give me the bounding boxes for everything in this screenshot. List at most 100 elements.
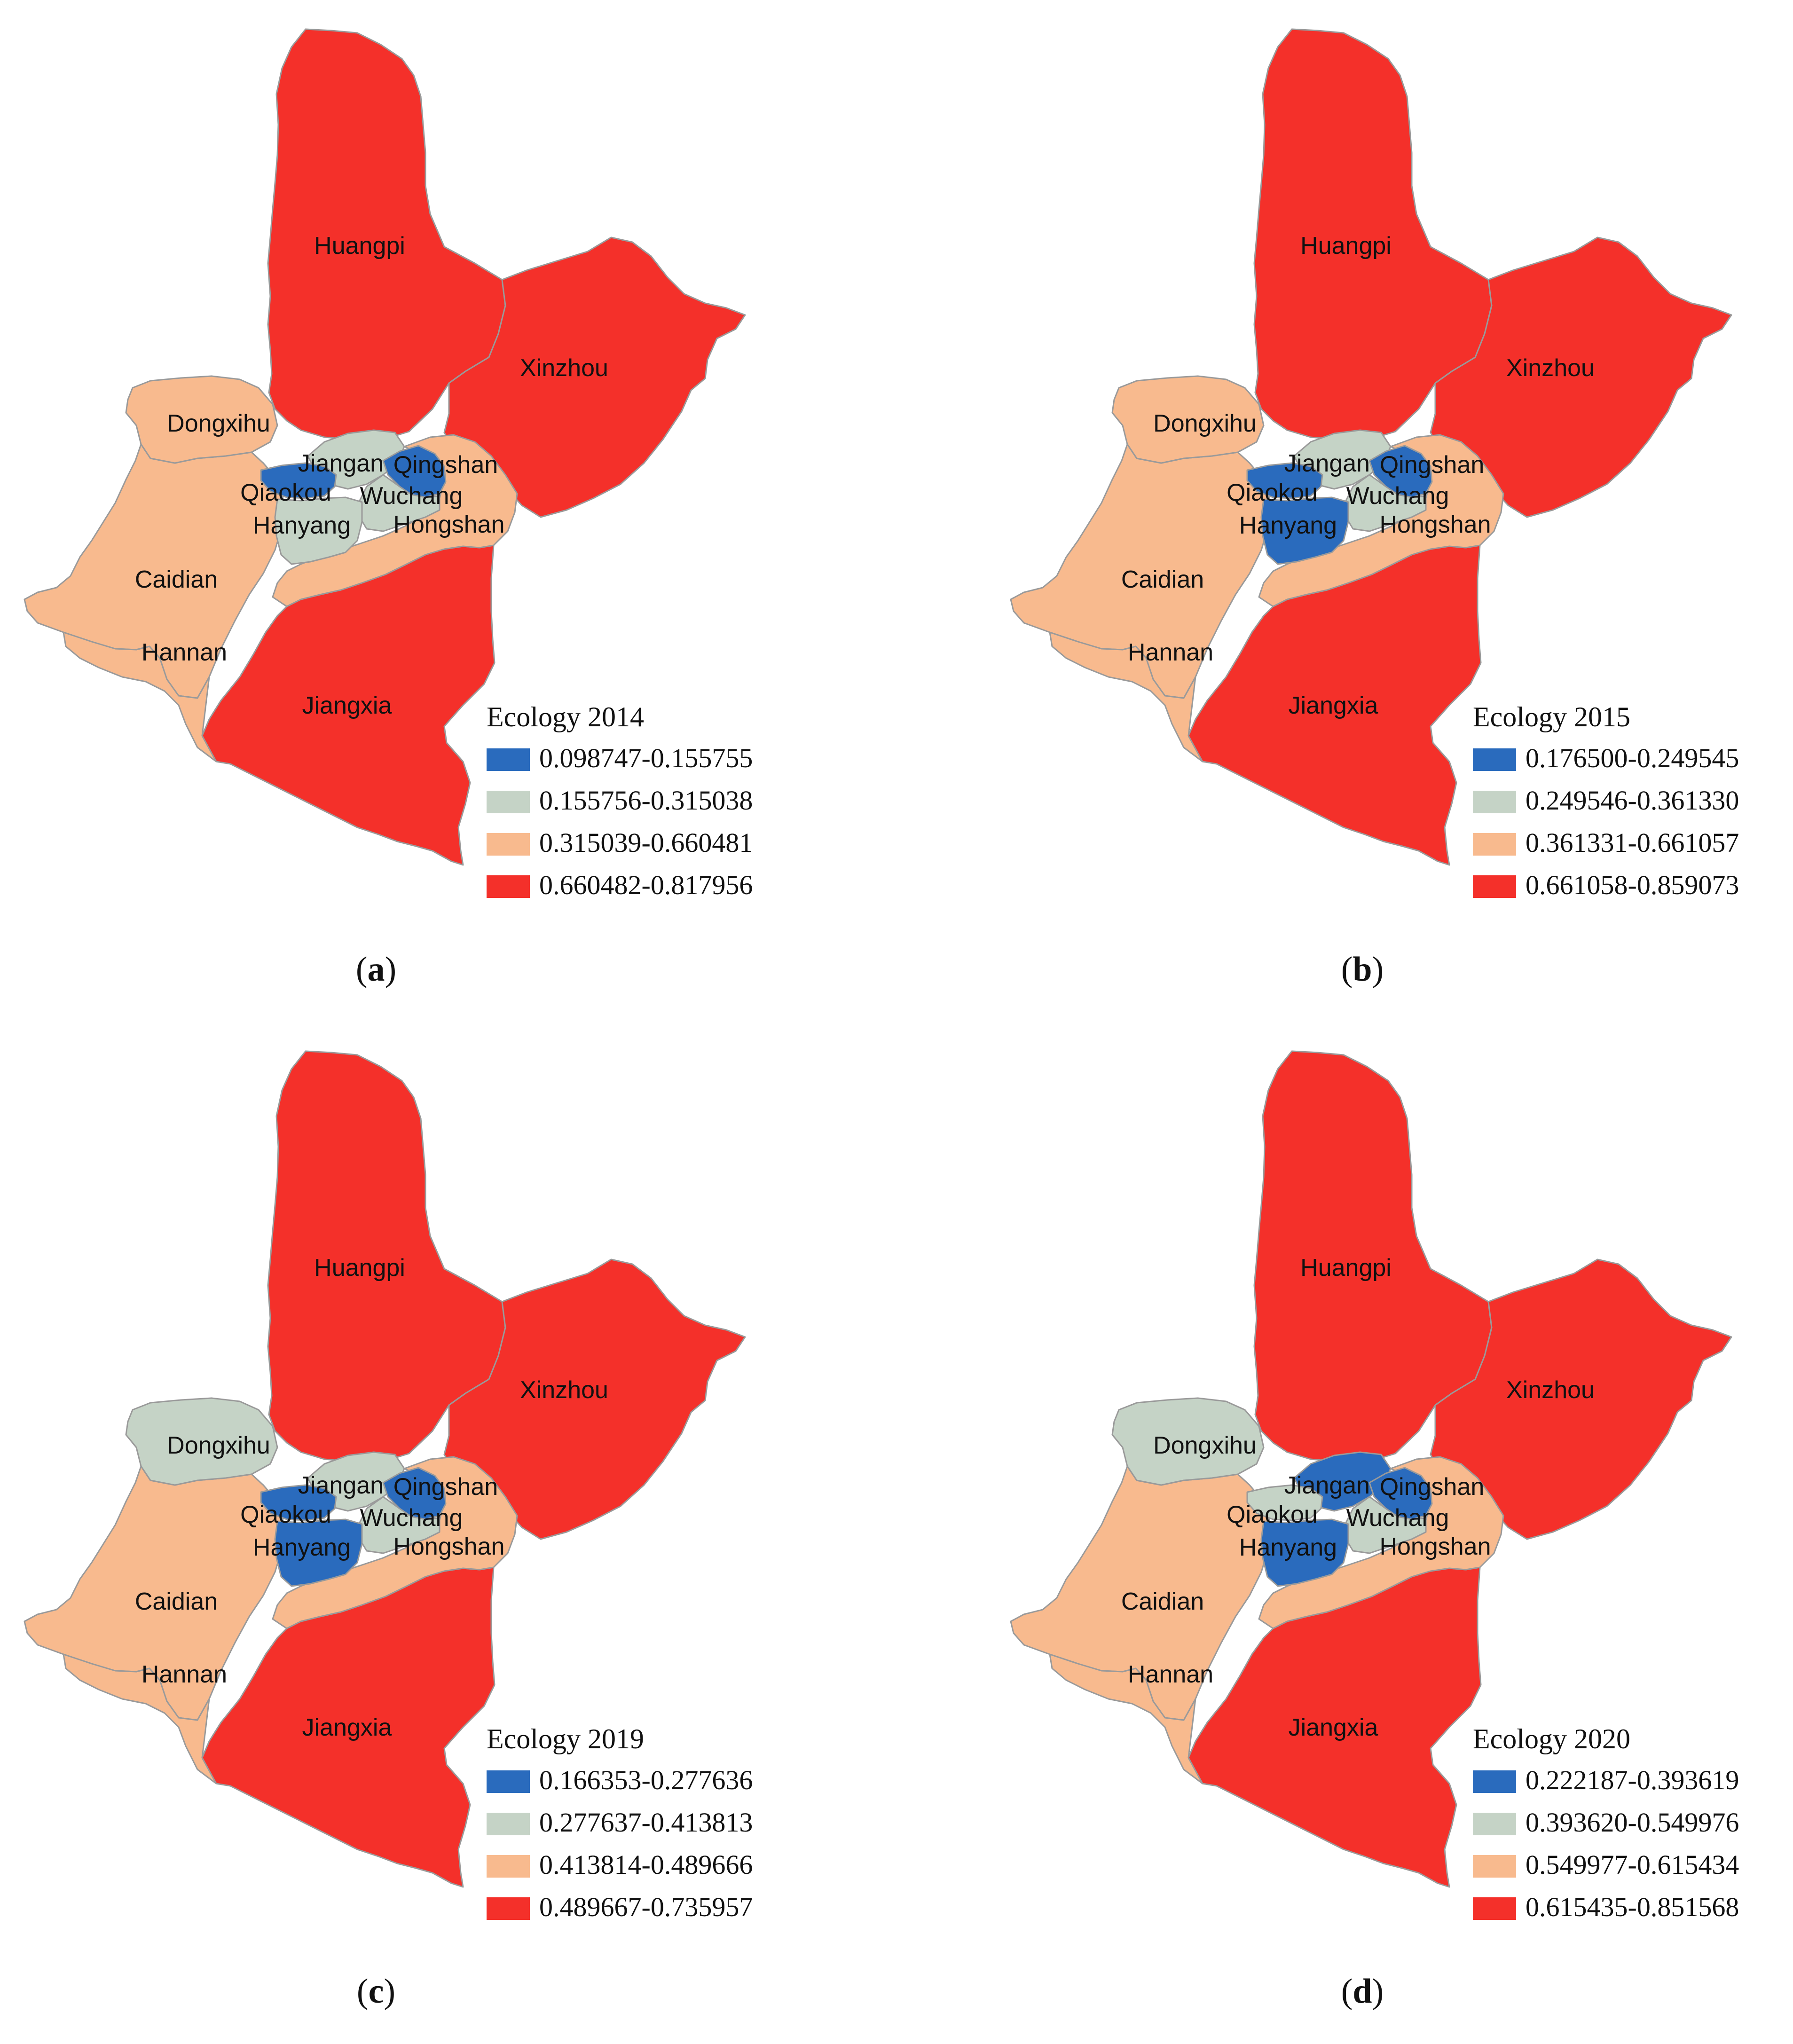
- legend-swatch-class-1: [1473, 1770, 1516, 1793]
- panel-caption: (c): [356, 1972, 396, 2011]
- legend-label-class-1: 0.098747-0.155755: [539, 743, 753, 773]
- district-label-xinzhou: Xinzhou: [520, 1376, 608, 1404]
- legend-title: Ecology 2014: [487, 701, 644, 732]
- legend-label-class-3: 0.549977-0.615434: [1526, 1849, 1739, 1880]
- district-label-jiangxia: Jiangxia: [302, 1714, 392, 1741]
- district-hanyang: [274, 1518, 363, 1587]
- district-label-dongxihu: Dongxihu: [1153, 1432, 1257, 1459]
- district-label-qingshan: Qingshan: [393, 1473, 498, 1501]
- legend-swatch-class-4: [1473, 1897, 1516, 1920]
- district-label-hannan: Hannan: [142, 1661, 227, 1688]
- legend-label-class-1: 0.176500-0.249545: [1526, 743, 1739, 773]
- legend-label-class-3: 0.315039-0.660481: [539, 827, 753, 858]
- district-label-qingshan: Qingshan: [1380, 451, 1485, 479]
- legend: Ecology 2014 0.098747-0.155755 0.155756-0.…: [487, 701, 753, 900]
- district-hongshan: [1258, 1456, 1504, 1629]
- district-hongshan: [272, 1456, 518, 1629]
- district-label-huangpi: Huangpi: [314, 232, 405, 259]
- legend-swatch-class-3: [487, 1855, 530, 1878]
- district-label-xinzhou: Xinzhou: [520, 354, 608, 382]
- district-label-huangpi: Huangpi: [1300, 1254, 1392, 1281]
- district-dongxihu: [1111, 375, 1265, 464]
- district-label-hanyang: Hanyang: [1239, 512, 1337, 539]
- district-label-jiangan: Jiangan: [298, 1472, 384, 1499]
- district-hanyang: [274, 496, 363, 565]
- legend-swatch-class-4: [1473, 875, 1516, 898]
- legend-label-class-2: 0.393620-0.549976: [1526, 1807, 1739, 1838]
- legend-label-class-2: 0.249546-0.361330: [1526, 785, 1739, 816]
- district-xinzhou: [1430, 236, 1732, 518]
- district-label-qingshan: Qingshan: [393, 451, 498, 479]
- legend-label-class-3: 0.413814-0.489666: [539, 1849, 753, 1880]
- district-label-hongshan: Hongshan: [393, 1533, 504, 1560]
- legend-label-class-2: 0.277637-0.413813: [539, 1807, 753, 1838]
- legend-title: Ecology 2019: [487, 1723, 644, 1754]
- district-label-caidian: Caidian: [135, 1588, 218, 1615]
- district-map: Huangpi Xinzhou Dongxihu Jiangan Qingshan Qia…: [1010, 1050, 1739, 1922]
- district-qiaokou: [1246, 1484, 1323, 1521]
- legend-swatch-class-2: [1473, 791, 1516, 813]
- district-label-hongshan: Hongshan: [1379, 511, 1491, 538]
- district-xinzhou: [1430, 1258, 1732, 1540]
- legend-title: Ecology 2015: [1473, 701, 1630, 732]
- legend-swatch-class-1: [487, 748, 530, 771]
- district-label-jiangan: Jiangan: [1284, 1472, 1370, 1499]
- legend-swatch-class-3: [1473, 1855, 1516, 1878]
- map-panel-c: Huangpi Xinzhou Dongxihu Jiangan Qingshan Qia…: [0, 1022, 896, 2044]
- map-panel-d: Huangpi Xinzhou Dongxihu Jiangan Qingshan Qia…: [986, 1022, 1793, 2044]
- legend-label-class-4: 0.489667-0.735957: [539, 1892, 753, 1922]
- district-xinzhou: [443, 236, 746, 518]
- legend-title: Ecology 2020: [1473, 1723, 1630, 1754]
- district-label-qiaokou: Qiaokou: [1227, 1501, 1318, 1528]
- map-panel-b: Huangpi Xinzhou Dongxihu Jiangan Qingshan Qia…: [986, 0, 1793, 1022]
- district-qiaokou: [260, 1484, 337, 1521]
- district-label-hongshan: Hongshan: [1379, 1533, 1491, 1560]
- legend-label-class-4: 0.660482-0.817956: [539, 870, 753, 900]
- legend-swatch-class-3: [487, 833, 530, 856]
- district-label-jiangan: Jiangan: [298, 450, 384, 477]
- district-label-hannan: Hannan: [1128, 1661, 1213, 1688]
- district-label-huangpi: Huangpi: [1300, 232, 1392, 259]
- district-hanyang: [1260, 496, 1349, 565]
- district-label-wuchang: Wuchang: [360, 482, 463, 510]
- district-hongshan: [272, 434, 518, 607]
- district-label-hanyang: Hanyang: [1239, 1534, 1337, 1561]
- district-dongxihu: [125, 375, 278, 464]
- district-label-jiangan: Jiangan: [1284, 450, 1370, 477]
- panel-caption: (d): [1341, 1972, 1384, 2011]
- legend-swatch-class-2: [1473, 1813, 1516, 1835]
- district-dongxihu: [1111, 1397, 1265, 1486]
- district-label-hannan: Hannan: [1128, 639, 1213, 666]
- panel-caption: (b): [1341, 950, 1384, 989]
- legend-label-class-4: 0.615435-0.851568: [1526, 1892, 1739, 1922]
- district-hongshan: [1258, 434, 1504, 607]
- legend-swatch-class-4: [487, 1897, 530, 1920]
- legend-label-class-4: 0.661058-0.859073: [1526, 870, 1739, 900]
- district-label-qiaokou: Qiaokou: [240, 1501, 331, 1528]
- district-label-hanyang: Hanyang: [253, 1534, 351, 1561]
- district-label-huangpi: Huangpi: [314, 1254, 405, 1281]
- district-label-dongxihu: Dongxihu: [167, 410, 270, 437]
- district-hanyang: [1260, 1518, 1349, 1587]
- legend-label-class-2: 0.155756-0.315038: [539, 785, 753, 816]
- district-qiaokou: [1246, 462, 1323, 499]
- district-label-xinzhou: Xinzhou: [1506, 1376, 1595, 1404]
- district-label-qingshan: Qingshan: [1380, 1473, 1485, 1501]
- district-label-wuchang: Wuchang: [1346, 482, 1449, 510]
- legend-swatch-class-4: [487, 875, 530, 898]
- district-map: Huangpi Xinzhou Dongxihu Jiangan Qingshan Qia…: [24, 1050, 753, 1922]
- district-xinzhou: [443, 1258, 746, 1540]
- legend-swatch-class-1: [487, 1770, 530, 1793]
- legend-label-class-1: 0.222187-0.393619: [1526, 1765, 1739, 1795]
- district-label-wuchang: Wuchang: [1346, 1504, 1449, 1532]
- district-map: Huangpi Xinzhou Dongxihu Jiangan Qingshan Qia…: [1010, 28, 1739, 900]
- district-map: Huangpi Xinzhou Dongxihu Jiangan Qingshan Qia…: [24, 28, 753, 900]
- legend-label-class-1: 0.166353-0.277636: [539, 1765, 753, 1795]
- district-label-qiaokou: Qiaokou: [1227, 479, 1318, 506]
- district-label-caidian: Caidian: [135, 566, 218, 593]
- map-panel-a: Huangpi Xinzhou Dongxihu Jiangan Qingshan Qia…: [0, 0, 896, 1022]
- district-label-xinzhou: Xinzhou: [1506, 354, 1595, 382]
- district-label-wuchang: Wuchang: [360, 1504, 463, 1532]
- legend-label-class-3: 0.361331-0.661057: [1526, 827, 1739, 858]
- panel-caption: (a): [355, 950, 397, 989]
